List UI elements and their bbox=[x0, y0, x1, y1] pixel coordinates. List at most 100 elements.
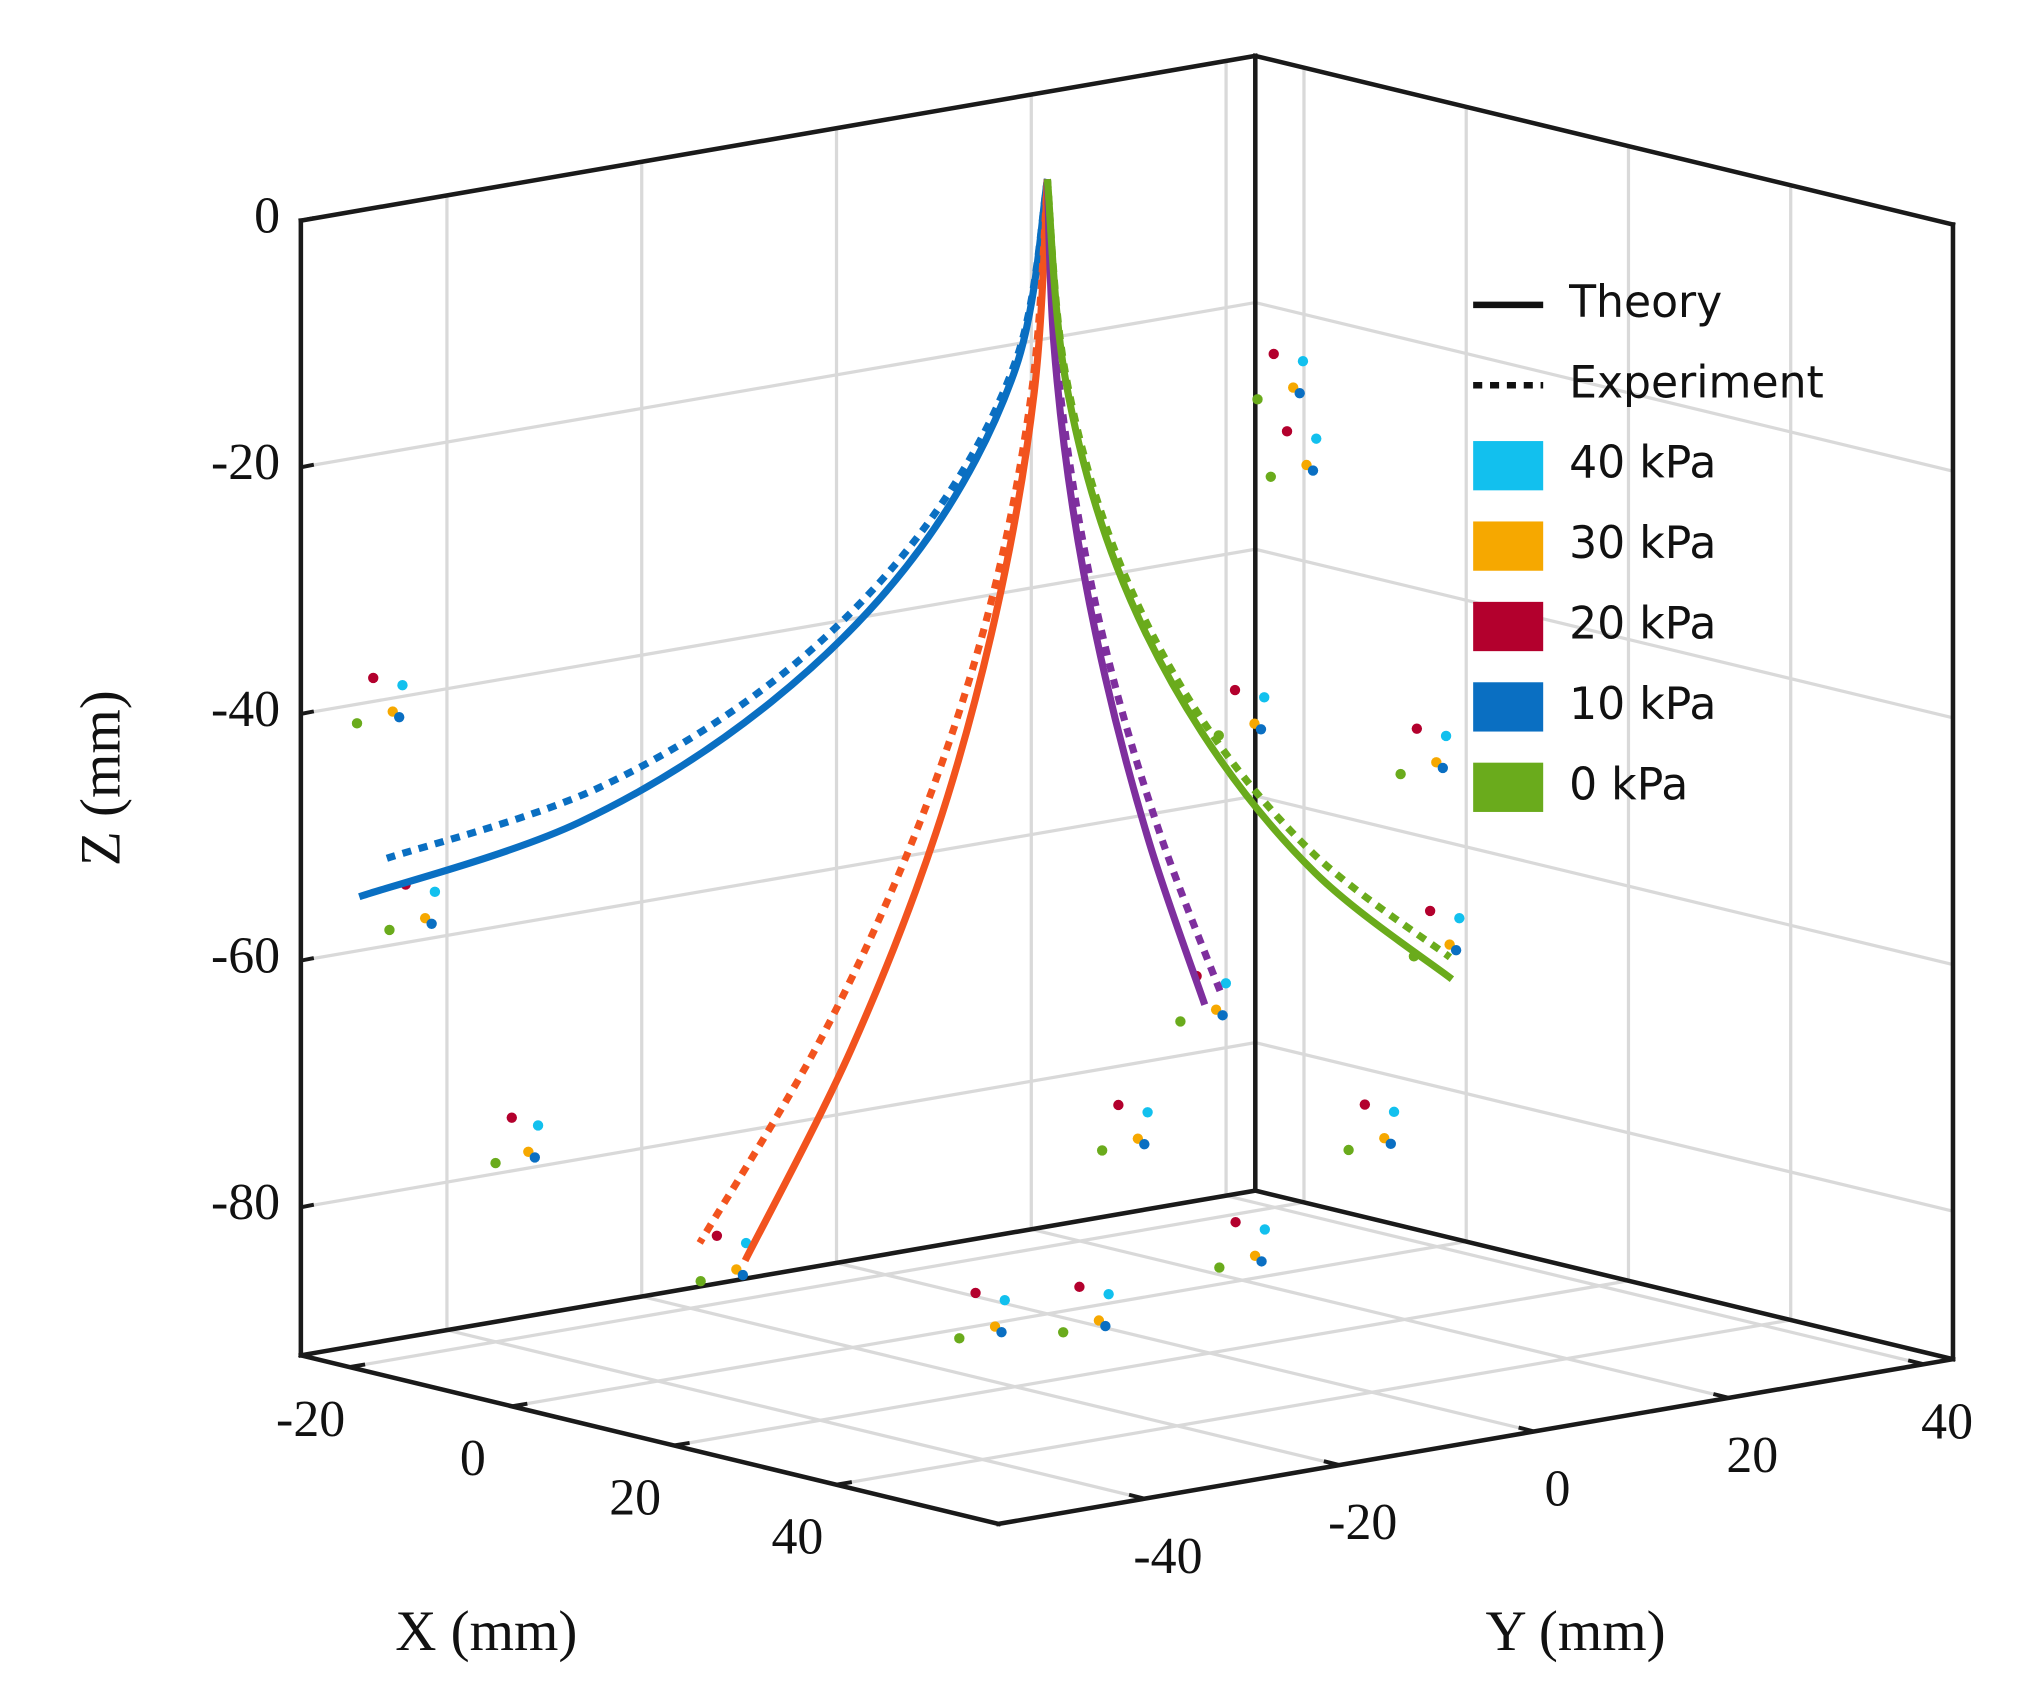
data-point bbox=[1440, 730, 1452, 742]
tick-mark bbox=[1907, 1358, 1925, 1367]
tick-mark bbox=[673, 1440, 690, 1448]
legend-label: 20 kPa bbox=[1569, 599, 1716, 650]
grid-line bbox=[1254, 794, 1954, 967]
data-point bbox=[1113, 1099, 1124, 1111]
data-point bbox=[1175, 1016, 1186, 1027]
y-tick-label: 20 bbox=[1726, 1427, 1778, 1484]
grid-line bbox=[446, 1328, 1146, 1501]
axis-line bbox=[995, 1356, 1956, 1527]
data-point bbox=[999, 1295, 1010, 1306]
grid-line bbox=[641, 1294, 1340, 1467]
z-tick-label: -20 bbox=[211, 434, 280, 491]
grid-line bbox=[349, 1200, 1305, 1369]
grid-line bbox=[1254, 301, 1954, 473]
y-tick-label: 40 bbox=[1921, 1393, 1973, 1450]
z-tick-label: -60 bbox=[211, 928, 280, 985]
legend-swatch bbox=[1473, 601, 1544, 652]
axis-line bbox=[298, 1352, 1002, 1527]
data-point bbox=[529, 1152, 541, 1163]
grid-line bbox=[300, 794, 1256, 963]
data-point bbox=[1385, 1138, 1396, 1149]
data-point bbox=[426, 918, 437, 929]
x-tick-label: 40 bbox=[771, 1509, 823, 1566]
curve bbox=[1043, 179, 1209, 1006]
data-point bbox=[954, 1333, 965, 1344]
tick-mark bbox=[300, 216, 315, 223]
data-point bbox=[1252, 394, 1263, 405]
grid-line bbox=[1225, 1194, 1925, 1366]
data-point bbox=[1437, 762, 1448, 774]
grid-line bbox=[836, 1261, 1535, 1434]
data-point bbox=[1217, 1010, 1228, 1021]
data-point bbox=[1281, 426, 1293, 437]
data-point bbox=[1230, 1216, 1241, 1228]
data-point bbox=[1214, 1262, 1225, 1273]
data-point bbox=[1074, 1281, 1085, 1293]
legend-swatch bbox=[1473, 682, 1544, 732]
data-point bbox=[1142, 1107, 1153, 1118]
data-point bbox=[1294, 387, 1305, 399]
legend-label: 0 kPa bbox=[1569, 759, 1688, 810]
data-point bbox=[1096, 1145, 1108, 1156]
data-point bbox=[506, 1112, 517, 1123]
data-point bbox=[737, 1269, 749, 1281]
curve bbox=[696, 178, 1051, 1245]
data-point bbox=[1454, 913, 1465, 924]
grid-line bbox=[673, 1279, 1629, 1448]
z-tick-label: -80 bbox=[211, 1174, 280, 1231]
data-point bbox=[740, 1237, 752, 1249]
data-point bbox=[695, 1276, 706, 1287]
tick-mark bbox=[300, 462, 315, 470]
curve bbox=[385, 178, 1051, 862]
legend-swatch bbox=[1473, 521, 1544, 571]
data-point bbox=[1256, 1256, 1267, 1267]
tick-mark bbox=[511, 1401, 528, 1409]
data-point bbox=[1259, 1224, 1270, 1235]
grid-line bbox=[1030, 1227, 1730, 1400]
legend-label: 40 kPa bbox=[1569, 438, 1716, 489]
grid-line bbox=[300, 547, 1256, 716]
tick-mark bbox=[835, 1480, 853, 1487]
curve bbox=[1043, 178, 1453, 961]
grid-line bbox=[300, 1041, 1256, 1209]
data-point bbox=[429, 886, 441, 898]
data-point bbox=[394, 711, 405, 723]
data-point bbox=[1265, 471, 1276, 482]
data-point bbox=[970, 1287, 981, 1299]
curve bbox=[358, 178, 1051, 901]
data-point bbox=[1311, 433, 1322, 444]
data-point bbox=[1139, 1139, 1150, 1150]
legend-label: Theory bbox=[1568, 277, 1722, 328]
data-point bbox=[1255, 724, 1267, 735]
grid-line bbox=[1254, 1041, 1954, 1213]
y-tick-label: -20 bbox=[1328, 1494, 1397, 1551]
tick-mark bbox=[1712, 1392, 1730, 1400]
z-axis-label: Z (mm) bbox=[69, 690, 132, 866]
data-point bbox=[351, 718, 363, 729]
x-tick-label: 20 bbox=[609, 1469, 661, 1526]
data-point bbox=[1100, 1320, 1111, 1332]
data-point bbox=[1259, 692, 1270, 703]
x-tick-label: 0 bbox=[460, 1430, 486, 1487]
z-tick-label: -40 bbox=[211, 681, 280, 738]
data-point bbox=[1359, 1099, 1371, 1110]
tick-mark bbox=[300, 709, 315, 716]
data-point bbox=[490, 1157, 501, 1169]
grid-line bbox=[300, 300, 1256, 469]
tick-mark bbox=[1323, 1459, 1340, 1467]
axis-line bbox=[298, 1187, 1258, 1358]
data-point bbox=[1395, 768, 1406, 780]
data-point bbox=[1411, 723, 1423, 734]
y-tick-label: -40 bbox=[1133, 1528, 1202, 1585]
data-point bbox=[1297, 356, 1309, 367]
legend-label: 30 kPa bbox=[1569, 518, 1716, 569]
legend-swatch bbox=[1473, 441, 1544, 491]
data-point bbox=[1103, 1288, 1114, 1300]
legend-swatch bbox=[1473, 762, 1544, 812]
data-point bbox=[397, 680, 408, 691]
data-point bbox=[1220, 978, 1232, 989]
x-tick-label: -20 bbox=[276, 1391, 345, 1448]
data-point bbox=[1450, 944, 1462, 956]
data-point bbox=[1268, 348, 1279, 360]
